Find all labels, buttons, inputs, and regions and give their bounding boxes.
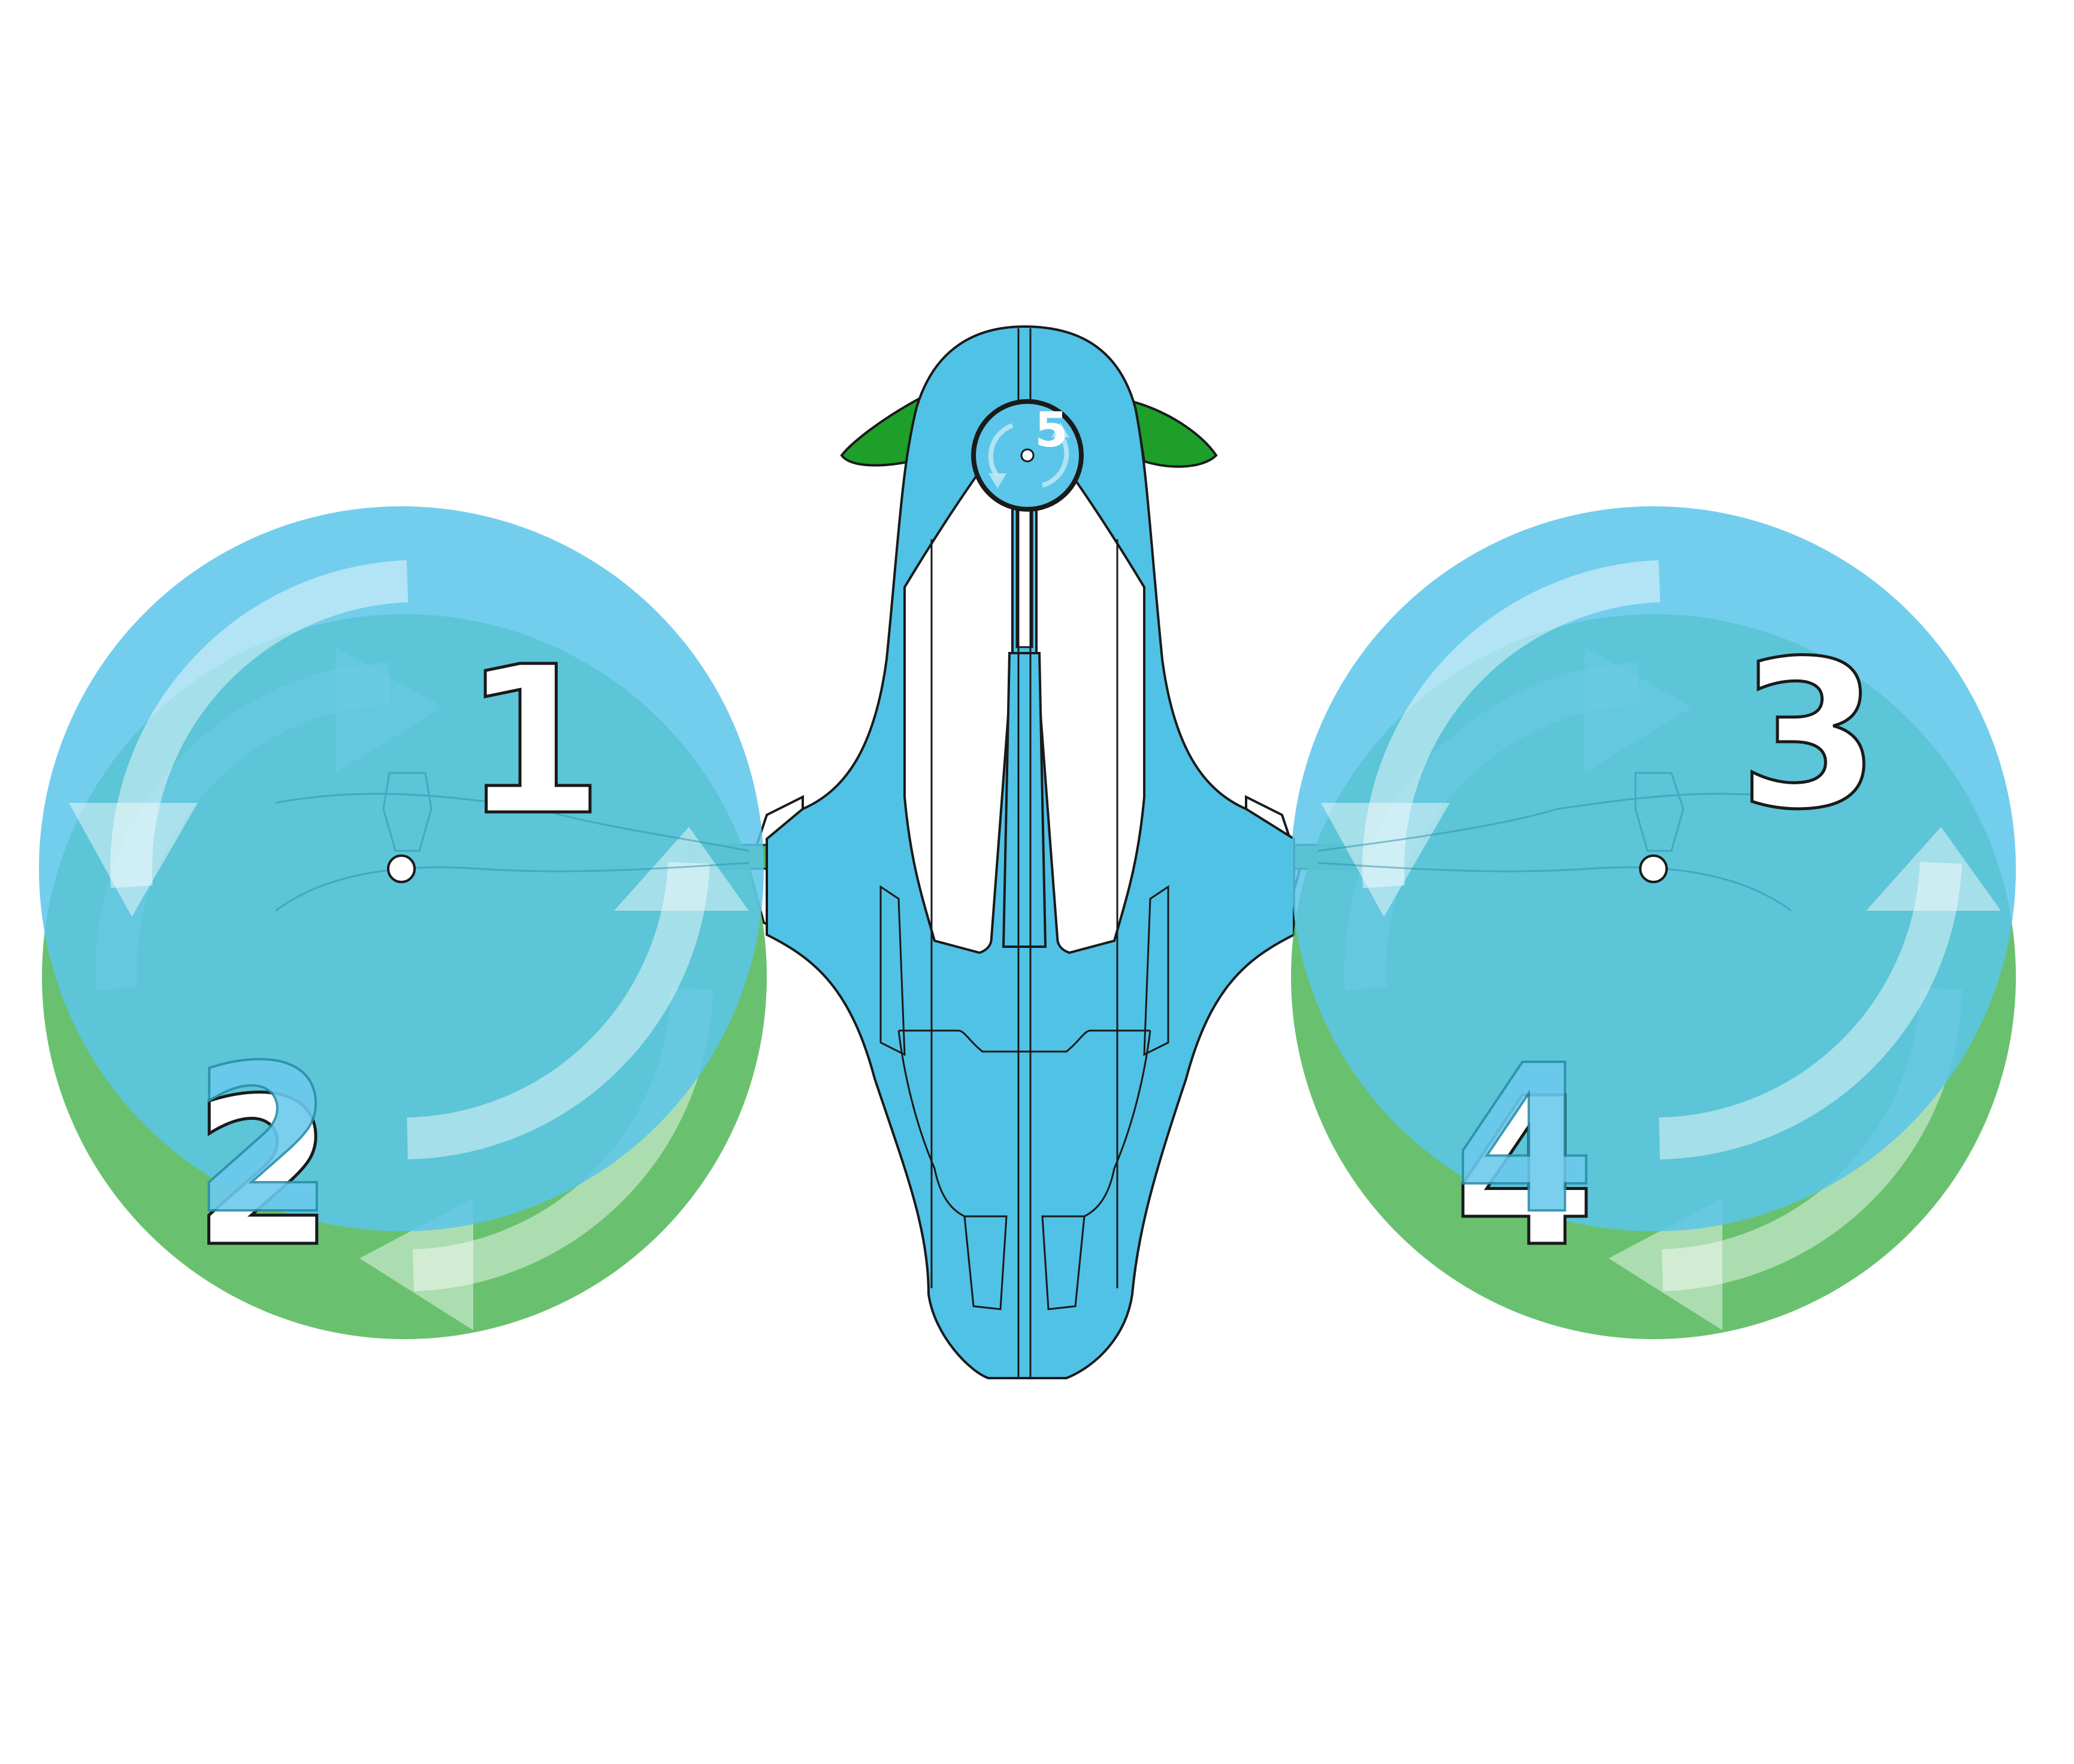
left-rotor-pair: 1 2 2: [39, 506, 767, 1339]
center-canopy-strip: [1003, 653, 1045, 947]
rotor-5-label: 5: [1035, 402, 1068, 458]
rotor-3-label: 3: [1739, 617, 1880, 854]
rotor-3-hub: [1640, 856, 1667, 882]
drone-airframe: 5: [689, 327, 1360, 1378]
rotor-4-label-overlay: 4: [1454, 1022, 1596, 1259]
right-fin: [1132, 401, 1216, 467]
rotor-1-hub: [388, 856, 415, 882]
rotor-5-hub: [1021, 449, 1033, 461]
right-rotor-pair: 3 4 4: [1291, 506, 2016, 1339]
rotor-5: 5: [973, 401, 1081, 509]
rotor-1-label: 1: [462, 623, 604, 860]
rotor-2-label-overlay: 2: [193, 1022, 335, 1259]
